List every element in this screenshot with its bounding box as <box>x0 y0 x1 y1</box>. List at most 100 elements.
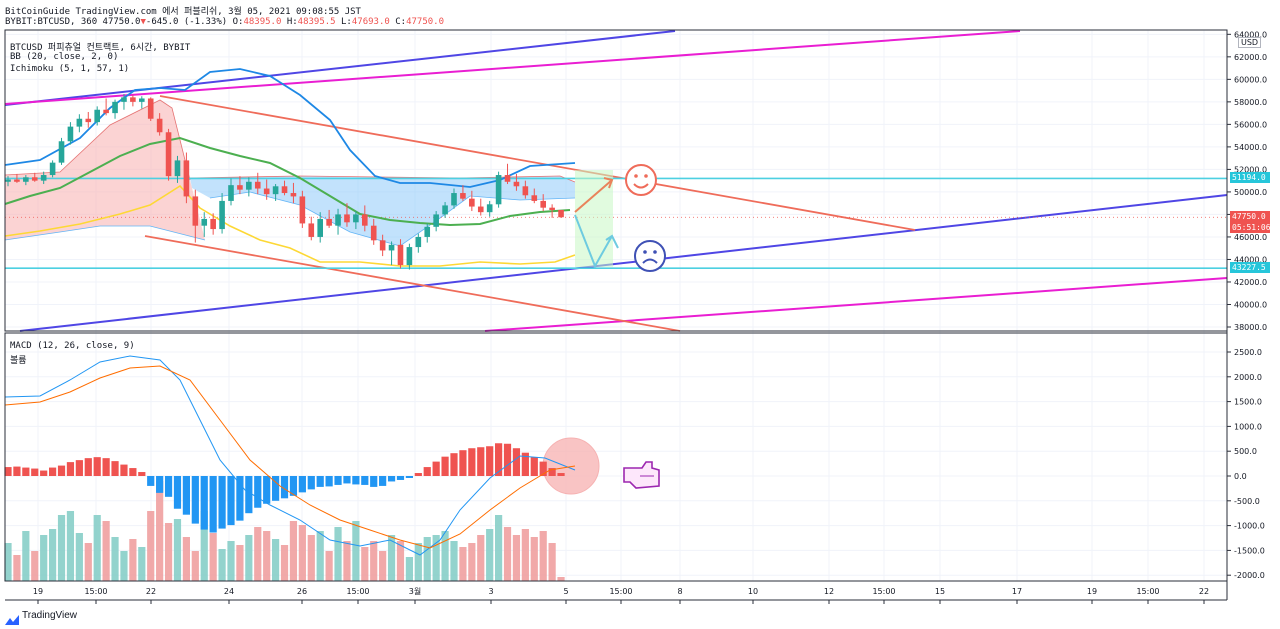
candle-body <box>397 244 404 266</box>
time-axis: 19 15:00 22 24 26 15:00 3월 3 5 15:00 8 10 12 15:00 15 1… <box>33 586 1209 604</box>
candle-body <box>433 214 439 227</box>
price-tick-label: 42000.0 <box>1234 278 1267 287</box>
volume-bar <box>49 529 57 581</box>
volume-legend[interactable]: 볼륨 <box>10 356 27 366</box>
macd-hist-bar <box>200 476 208 530</box>
volume-bar <box>379 551 387 581</box>
volume-bar <box>405 557 413 581</box>
time-tick-label: 10 <box>748 587 758 596</box>
candle-body <box>272 186 279 195</box>
candle-body <box>558 209 564 218</box>
upper-channel-magenta <box>4 30 1021 105</box>
candle-body <box>522 186 529 196</box>
volume-bar <box>387 535 396 581</box>
volume-bar <box>370 541 378 581</box>
ichimoku-legend[interactable]: Ichimoku (5, 1, 57, 1) <box>10 64 130 74</box>
candle-body <box>85 118 92 123</box>
macd-hist-bar <box>254 476 262 508</box>
support-price-tag: 43227.5 <box>1230 262 1270 274</box>
macd-tick-label: -2000.0 <box>1234 571 1265 580</box>
volume-bar <box>361 547 369 581</box>
open-value: 48395.0 <box>243 17 282 27</box>
candle-body <box>121 97 127 102</box>
candle-body <box>219 200 225 230</box>
time-tick-label: 19 <box>33 587 43 596</box>
candle-body <box>183 160 190 197</box>
candle-body <box>94 109 100 123</box>
macd-tick-label: 2500.0 <box>1234 348 1262 357</box>
bb-basis <box>4 136 571 227</box>
descending-support <box>144 235 681 332</box>
descending-resistance <box>159 95 916 231</box>
tradingview-logo-icon[interactable] <box>5 610 19 625</box>
macd-hist-bar <box>4 467 12 476</box>
tradingview-brand[interactable]: TradingView <box>22 610 78 621</box>
macd-hist-bar <box>263 476 271 504</box>
volume-bar <box>40 535 48 581</box>
macd-hist-bar <box>316 476 324 487</box>
volume-bar <box>423 537 431 581</box>
time-tick-label: 3 <box>488 587 493 596</box>
candle-body <box>379 240 386 251</box>
volume-bar <box>503 527 512 581</box>
volume-bar <box>84 543 92 581</box>
macd-hist-bar <box>75 460 83 476</box>
time-tick-label: 8 <box>677 587 682 596</box>
candle-body <box>165 132 172 177</box>
macd-hist-bar <box>236 476 244 521</box>
countdown-tag: 05:51:06 <box>1230 222 1271 234</box>
price-tick-label: 56000.0 <box>1234 120 1267 129</box>
volume-bar <box>75 533 83 581</box>
volume-bar <box>227 541 235 581</box>
price-tick-label: 38000.0 <box>1234 323 1267 332</box>
time-tick-label: 5 <box>563 587 568 596</box>
candle-body <box>344 214 350 223</box>
symbol: BYBIT:BTCUSD, 360 <box>5 17 98 27</box>
macd-hist-bar <box>405 476 413 478</box>
macd-tick-label: 1000.0 <box>1234 422 1262 431</box>
time-tick-label: 15 <box>935 587 945 596</box>
pane-title[interactable]: BTCUSD 퍼피츄얼 컨트랙트, 6시간, BYBIT <box>10 43 191 53</box>
macd-hist-bar <box>298 476 306 493</box>
volume-bar <box>191 551 199 581</box>
macd-hist-bar <box>379 476 387 486</box>
macd-hist-bar <box>191 476 199 524</box>
projection-annotations <box>542 170 619 495</box>
volume-bar <box>218 549 226 581</box>
volume-bar <box>316 531 324 581</box>
low-label: L: <box>341 17 352 27</box>
currency-label[interactable]: USD <box>1238 37 1262 48</box>
bull-arrow-head <box>603 177 614 189</box>
pane-frames <box>4 29 1228 601</box>
macd-hist-bar <box>557 473 565 476</box>
price-tick-label: 54000.0 <box>1234 143 1267 152</box>
time-tick-label: 15:00 <box>872 587 895 596</box>
volume-bar <box>236 545 244 581</box>
candles <box>5 93 564 270</box>
macd-tick-label: 1500.0 <box>1234 398 1262 407</box>
volume-bar <box>66 511 75 581</box>
candle-body <box>14 179 20 182</box>
close-label: C: <box>395 17 407 27</box>
candle-body <box>335 214 341 226</box>
bear-projection-arrow <box>574 214 613 269</box>
macd-legend[interactable]: MACD (12, 26, close, 9) <box>10 341 135 351</box>
volume-bar <box>307 535 315 581</box>
bb-legend[interactable]: BB (20, close, 2, 0) <box>10 52 119 62</box>
candle-body <box>549 207 555 210</box>
candle-body <box>58 141 65 163</box>
volume-bar <box>557 577 565 581</box>
price-tick-label: 58000.0 <box>1234 98 1267 107</box>
down-arrow-icon: ▼ <box>140 17 146 27</box>
candle-body <box>40 175 47 181</box>
time-tick-label: 15:00 <box>346 587 369 596</box>
macd-hist-bar <box>147 476 155 486</box>
macd-hist-bar <box>13 466 21 476</box>
macd-hist-bar <box>512 448 521 476</box>
smiley-mouth <box>633 183 649 189</box>
volume-bar <box>280 545 289 581</box>
signal-line <box>4 365 576 549</box>
volume-bar <box>147 511 155 581</box>
macd-hist-bar <box>432 461 440 476</box>
